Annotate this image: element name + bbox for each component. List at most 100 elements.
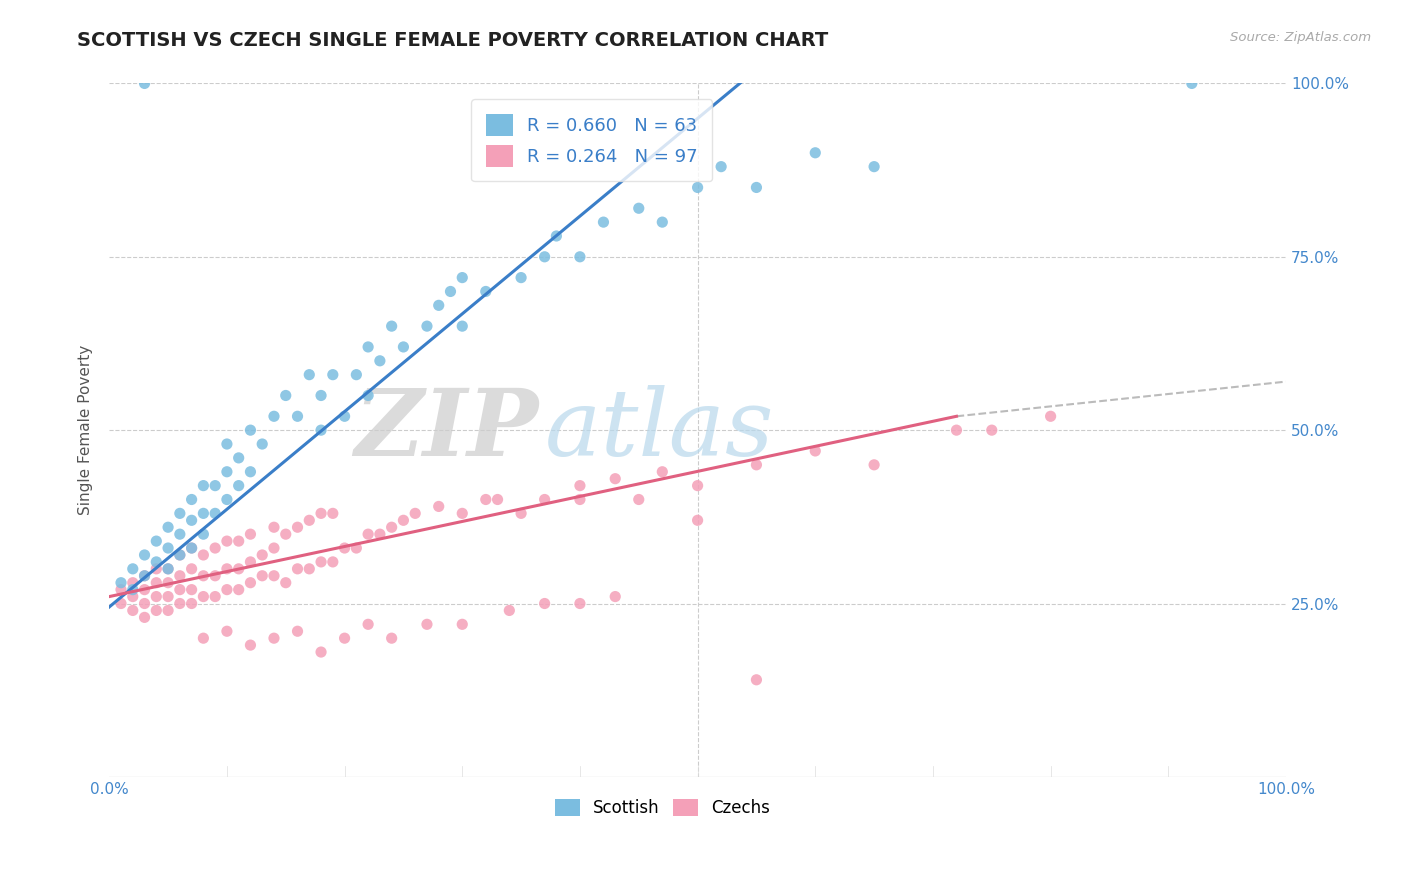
Point <box>416 319 439 334</box>
Point <box>475 492 498 507</box>
Point <box>309 645 332 659</box>
Point <box>228 478 250 492</box>
Point <box>134 77 156 91</box>
Point <box>1181 77 1204 91</box>
Point <box>121 582 143 597</box>
Point <box>357 617 380 632</box>
Point <box>157 562 180 576</box>
Point <box>357 388 380 402</box>
Point <box>427 500 450 514</box>
Point <box>710 160 733 174</box>
Point <box>263 541 285 555</box>
Point <box>333 409 356 424</box>
Point <box>287 624 309 639</box>
Point <box>451 507 474 521</box>
Point <box>309 423 332 437</box>
Point <box>134 568 156 582</box>
Point <box>1039 409 1062 424</box>
Point <box>121 603 143 617</box>
Point <box>134 597 156 611</box>
Point <box>157 575 180 590</box>
Point <box>215 624 238 639</box>
Point <box>134 548 156 562</box>
Point <box>157 520 180 534</box>
Point <box>381 631 404 645</box>
Text: atlas: atlas <box>544 385 775 475</box>
Point <box>322 368 344 382</box>
Point <box>157 562 180 576</box>
Point <box>263 568 285 582</box>
Point <box>309 388 332 402</box>
Point <box>486 492 509 507</box>
Point <box>533 597 555 611</box>
Point <box>145 575 167 590</box>
Point <box>193 590 215 604</box>
Point <box>180 541 202 555</box>
Point <box>510 270 533 285</box>
Point <box>287 562 309 576</box>
Point <box>110 597 132 611</box>
Point <box>204 507 226 521</box>
Point <box>322 555 344 569</box>
Point <box>451 617 474 632</box>
Point <box>121 562 143 576</box>
Point <box>180 513 202 527</box>
Point <box>134 582 156 597</box>
Point <box>250 437 273 451</box>
Point <box>204 590 226 604</box>
Point <box>239 465 262 479</box>
Point <box>145 555 167 569</box>
Point <box>169 582 191 597</box>
Point <box>309 507 332 521</box>
Point <box>416 617 439 632</box>
Point <box>392 513 415 527</box>
Point <box>533 250 555 264</box>
Point <box>180 582 202 597</box>
Point <box>193 631 215 645</box>
Point <box>357 527 380 541</box>
Point <box>215 534 238 549</box>
Point <box>239 575 262 590</box>
Point <box>427 298 450 312</box>
Point <box>180 492 202 507</box>
Point <box>180 562 202 576</box>
Point <box>274 388 297 402</box>
Point <box>239 423 262 437</box>
Point <box>592 215 614 229</box>
Point <box>804 145 827 160</box>
Point <box>145 562 167 576</box>
Point <box>322 507 344 521</box>
Point <box>228 534 250 549</box>
Point <box>215 437 238 451</box>
Point <box>945 423 967 437</box>
Point <box>287 520 309 534</box>
Point <box>344 541 367 555</box>
Point <box>568 478 591 492</box>
Point <box>250 548 273 562</box>
Point <box>121 590 143 604</box>
Point <box>157 590 180 604</box>
Point <box>381 520 404 534</box>
Point <box>215 582 238 597</box>
Point <box>239 638 262 652</box>
Point <box>274 575 297 590</box>
Point <box>627 492 650 507</box>
Point <box>392 340 415 354</box>
Point <box>651 465 673 479</box>
Point <box>204 478 226 492</box>
Point <box>169 568 191 582</box>
Point <box>439 285 461 299</box>
Point <box>745 673 768 687</box>
Legend: Scottish, Czechs: Scottish, Czechs <box>548 792 776 824</box>
Point <box>298 513 321 527</box>
Point <box>110 582 132 597</box>
Point <box>157 541 180 555</box>
Point <box>228 582 250 597</box>
Point <box>451 270 474 285</box>
Point <box>215 562 238 576</box>
Point <box>157 603 180 617</box>
Point <box>333 541 356 555</box>
Point <box>239 555 262 569</box>
Point <box>605 590 627 604</box>
Point <box>686 478 709 492</box>
